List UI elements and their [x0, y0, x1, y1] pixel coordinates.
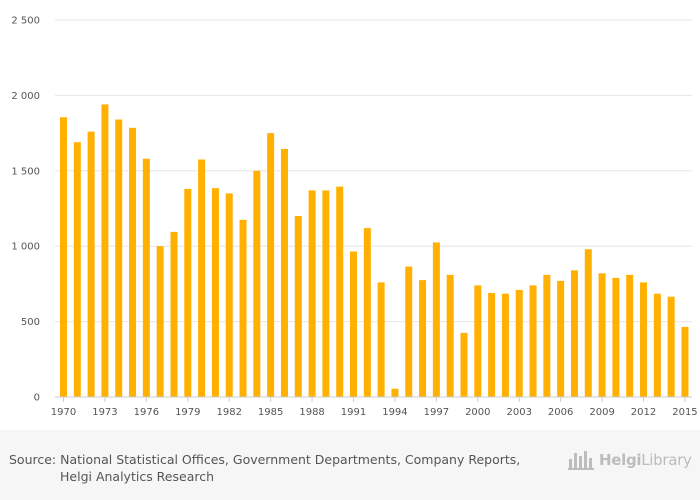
- bar-2008[interactable]: [584, 249, 592, 397]
- bar-1993[interactable]: [377, 282, 385, 397]
- source-note: Source: National Statistical Offices, Go…: [9, 451, 549, 485]
- x-tick-label: 2012: [631, 407, 656, 418]
- bar-chart-logo-icon: [568, 451, 594, 470]
- x-tick-label: 1979: [175, 407, 200, 418]
- y-tick-label: 0: [34, 393, 40, 404]
- source-prefix: Source:: [9, 452, 57, 467]
- bar-2011[interactable]: [626, 274, 634, 397]
- bar-2003[interactable]: [515, 289, 523, 397]
- bar-1984[interactable]: [253, 170, 261, 397]
- y-tick-label: 1 000: [11, 242, 40, 253]
- footer: [0, 430, 700, 500]
- x-tick-label: 2015: [672, 407, 697, 418]
- bar-2000[interactable]: [474, 285, 482, 397]
- bar-2001[interactable]: [488, 292, 496, 397]
- bar-2013[interactable]: [653, 293, 661, 397]
- x-tick-label: 2009: [589, 407, 614, 418]
- bar-2010[interactable]: [612, 277, 620, 397]
- x-tick-label: 1970: [51, 407, 76, 418]
- bars: [60, 104, 689, 398]
- x-tick-label: 1985: [258, 407, 283, 418]
- bar-1975[interactable]: [129, 127, 137, 397]
- x-tick-label: 1997: [424, 407, 449, 418]
- gridlines: [55, 19, 692, 323]
- x-tick-label: 1973: [92, 407, 117, 418]
- bar-1970[interactable]: [60, 117, 67, 398]
- y-tick-label: 2 000: [11, 91, 40, 102]
- bar-1983[interactable]: [239, 219, 247, 397]
- bar-1997[interactable]: [432, 242, 440, 397]
- bar-1999[interactable]: [460, 332, 468, 397]
- bar-2014[interactable]: [667, 296, 675, 397]
- bar-2015[interactable]: [681, 326, 689, 397]
- bar-1971[interactable]: [73, 142, 81, 397]
- bar-1988[interactable]: [308, 190, 316, 397]
- source-line1: National Statistical Offices, Government…: [60, 452, 521, 467]
- bar-1981[interactable]: [211, 188, 219, 397]
- bar-1985[interactable]: [267, 133, 275, 397]
- x-tick-label: 1988: [299, 407, 324, 418]
- bar-1973[interactable]: [101, 104, 109, 397]
- bar-1972[interactable]: [87, 131, 95, 397]
- x-tick-label: 1994: [382, 407, 407, 418]
- y-tick-label: 2 500: [11, 16, 40, 27]
- bar-1976[interactable]: [142, 158, 150, 397]
- bar-1974[interactable]: [115, 119, 123, 397]
- bar-1998[interactable]: [446, 274, 454, 397]
- bar-1980[interactable]: [198, 159, 206, 397]
- bar-2007[interactable]: [570, 270, 578, 397]
- y-tick-label: 500: [21, 317, 40, 328]
- y-axis-labels: 0 500 1 000 1 500 2 000 2 500: [11, 16, 40, 404]
- helgi-library-logo[interactable]: HelgiLibrary: [568, 448, 692, 472]
- x-tick-label: 1982: [216, 407, 241, 418]
- bar-1977[interactable]: [156, 246, 164, 397]
- bar-2002[interactable]: [501, 293, 509, 397]
- bar-1979[interactable]: [184, 188, 192, 397]
- x-tick-label: 1991: [341, 407, 366, 418]
- bar-1986[interactable]: [280, 148, 288, 397]
- bar-2009[interactable]: [598, 273, 606, 397]
- bar-1989[interactable]: [322, 190, 330, 397]
- bar-1996[interactable]: [419, 280, 427, 397]
- brand-name: HelgiLibrary: [599, 451, 692, 469]
- bar-1982[interactable]: [225, 193, 233, 397]
- source-line2: Helgi Analytics Research: [60, 469, 215, 484]
- bar-1992[interactable]: [363, 228, 371, 397]
- x-axis-ticks: 1970 1973 1976 1979 1982 1985 1988 1991 1994 1997…: [51, 397, 698, 418]
- bar-1991[interactable]: [350, 251, 358, 397]
- bar-1994[interactable]: [391, 388, 399, 397]
- bar-1995[interactable]: [405, 266, 413, 397]
- y-tick-label: 1 500: [11, 166, 40, 177]
- bar-2004[interactable]: [529, 285, 537, 397]
- bar-2012[interactable]: [640, 282, 648, 397]
- bar-1978[interactable]: [170, 231, 178, 397]
- bar-1990[interactable]: [336, 186, 344, 397]
- bar-1987[interactable]: [294, 216, 302, 397]
- bar-2005[interactable]: [543, 274, 551, 397]
- x-tick-label: 2003: [507, 407, 532, 418]
- bar-2006[interactable]: [557, 280, 565, 397]
- x-tick-label: 2006: [548, 407, 573, 418]
- x-tick-label: 2000: [465, 407, 490, 418]
- x-tick-label: 1976: [134, 407, 159, 418]
